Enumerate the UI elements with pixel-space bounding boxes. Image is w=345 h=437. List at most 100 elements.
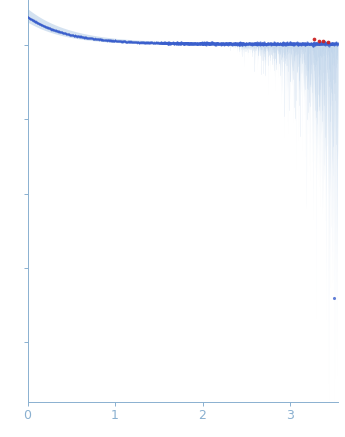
- Point: [257, 40, 263, 47]
- Point: [321, 40, 326, 47]
- Point: [136, 39, 142, 46]
- Point: [169, 39, 174, 46]
- Point: [80, 34, 86, 41]
- Point: [130, 38, 136, 45]
- Point: [105, 37, 110, 44]
- Point: [143, 39, 148, 46]
- Point: [207, 39, 213, 46]
- Point: [300, 41, 306, 48]
- Point: [257, 40, 262, 47]
- Point: [294, 40, 299, 47]
- Point: [149, 39, 155, 46]
- Point: [73, 32, 78, 39]
- Point: [39, 22, 45, 29]
- Point: [310, 41, 316, 48]
- Point: [160, 39, 165, 46]
- Point: [135, 38, 140, 45]
- Point: [197, 40, 203, 47]
- Point: [318, 40, 324, 47]
- Point: [300, 40, 305, 47]
- Point: [315, 40, 321, 47]
- Point: [113, 38, 118, 45]
- Point: [120, 38, 125, 45]
- Point: [212, 40, 218, 47]
- Point: [236, 41, 241, 48]
- Point: [43, 24, 49, 31]
- Point: [175, 39, 181, 46]
- Point: [328, 41, 333, 48]
- Point: [159, 39, 165, 46]
- Point: [202, 40, 207, 47]
- Point: [332, 40, 337, 47]
- Point: [270, 41, 276, 48]
- Point: [314, 40, 319, 47]
- Point: [224, 40, 230, 47]
- Point: [303, 42, 308, 49]
- Point: [134, 39, 140, 46]
- Point: [225, 39, 231, 46]
- Point: [58, 28, 64, 35]
- Point: [239, 41, 244, 48]
- Point: [231, 41, 237, 48]
- Point: [326, 38, 332, 45]
- Point: [111, 37, 117, 44]
- Point: [276, 40, 282, 47]
- Point: [167, 40, 172, 47]
- Point: [145, 39, 151, 46]
- Point: [284, 40, 289, 47]
- Point: [252, 41, 258, 48]
- Point: [235, 40, 240, 47]
- Point: [48, 25, 53, 32]
- Point: [260, 40, 265, 47]
- Point: [315, 40, 320, 47]
- Point: [187, 40, 192, 47]
- Point: [286, 40, 292, 47]
- Point: [217, 40, 223, 47]
- Point: [170, 40, 176, 47]
- Point: [190, 40, 196, 47]
- Point: [228, 40, 234, 47]
- Point: [193, 40, 198, 47]
- Point: [74, 32, 79, 39]
- Point: [290, 41, 296, 48]
- Point: [82, 34, 88, 41]
- Point: [298, 40, 304, 47]
- Point: [162, 39, 168, 46]
- Point: [269, 39, 274, 46]
- Point: [156, 39, 162, 46]
- Point: [275, 40, 280, 47]
- Point: [153, 39, 159, 46]
- Point: [229, 40, 234, 47]
- Point: [41, 22, 47, 29]
- Point: [164, 39, 169, 46]
- Point: [261, 40, 267, 47]
- Point: [167, 38, 172, 45]
- Point: [272, 40, 277, 47]
- Point: [136, 39, 141, 46]
- Point: [305, 40, 311, 47]
- Point: [122, 38, 128, 45]
- Point: [248, 41, 253, 48]
- Point: [176, 39, 182, 46]
- Point: [102, 36, 108, 43]
- Point: [218, 41, 224, 48]
- Point: [119, 38, 125, 45]
- Point: [131, 38, 137, 45]
- Point: [180, 40, 186, 47]
- Point: [210, 40, 215, 47]
- Point: [288, 40, 294, 47]
- Point: [184, 39, 189, 46]
- Point: [165, 40, 170, 47]
- Point: [192, 40, 197, 47]
- Point: [267, 40, 273, 47]
- Point: [229, 40, 235, 47]
- Point: [208, 40, 214, 47]
- Point: [325, 40, 331, 47]
- Point: [171, 39, 176, 46]
- Point: [178, 39, 183, 46]
- Point: [222, 41, 228, 48]
- Point: [175, 40, 180, 47]
- Point: [206, 40, 212, 47]
- Point: [68, 31, 74, 38]
- Point: [245, 40, 250, 47]
